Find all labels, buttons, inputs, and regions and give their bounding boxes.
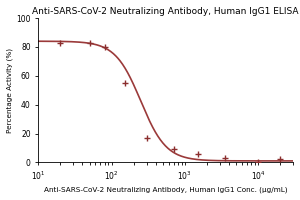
X-axis label: Anti-SARS-CoV-2 Neutralizing Antibody, Human IgG1 Conc. (μg/mL): Anti-SARS-CoV-2 Neutralizing Antibody, H… [44,187,287,193]
Title: Anti-SARS-CoV-2 Neutralizing Antibody, Human IgG1 ELISA: Anti-SARS-CoV-2 Neutralizing Antibody, H… [32,7,299,16]
Y-axis label: Percentage Activity (%): Percentage Activity (%) [7,48,14,133]
